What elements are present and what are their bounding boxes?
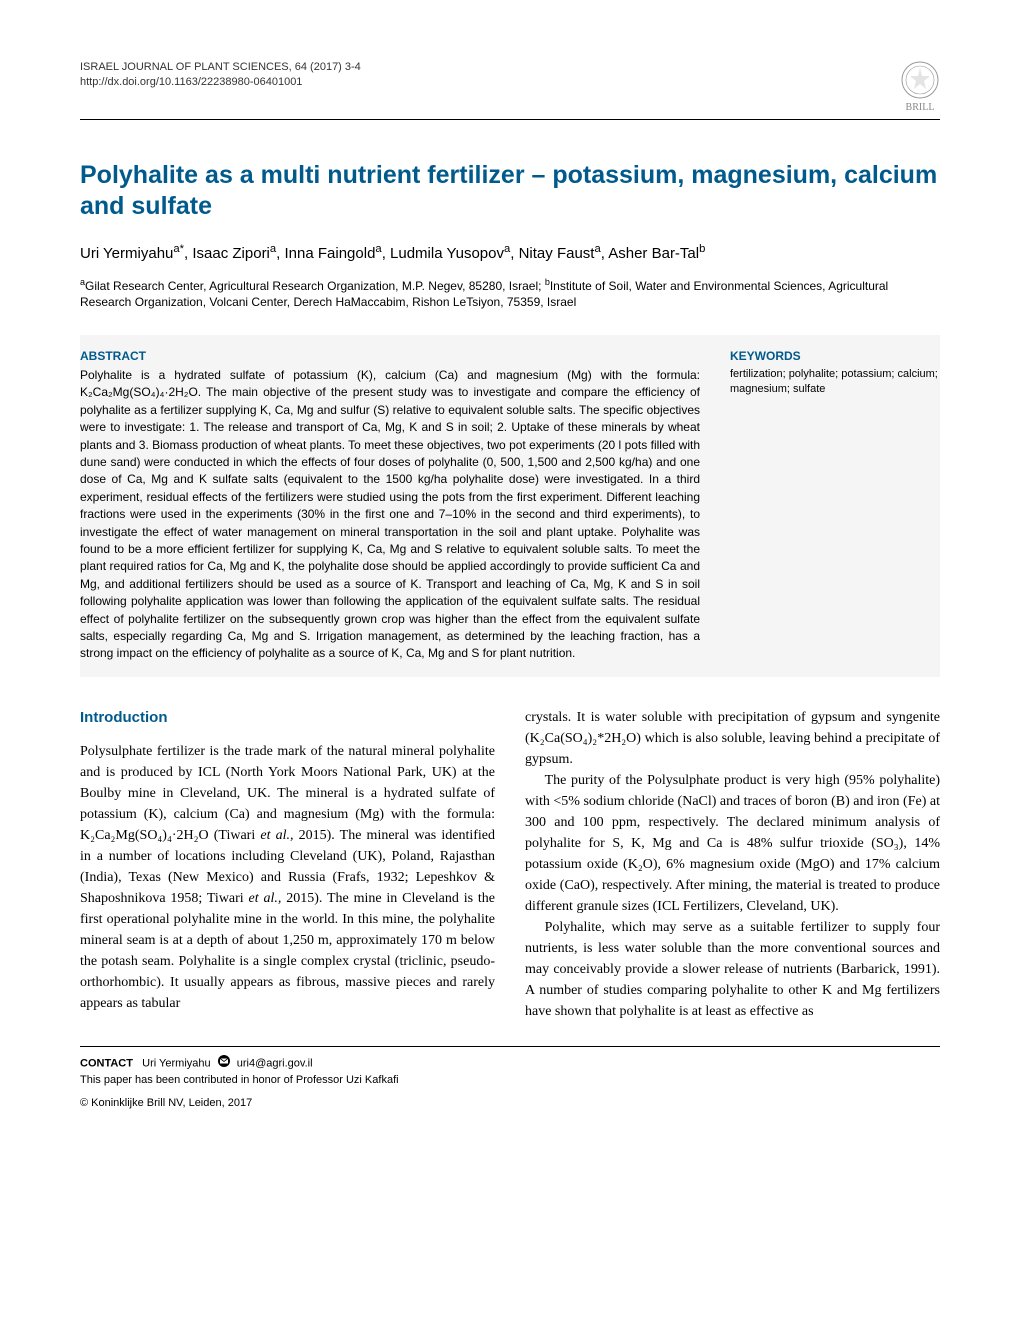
intro-para-2: crystals. It is water soluble with preci… xyxy=(525,707,940,770)
keywords-column: KEYWORDS fertilization; polyhalite; pota… xyxy=(730,349,940,663)
authors-line: Uri Yermiyahua*, Isaac Ziporia, Inna Fai… xyxy=(80,243,940,262)
intro-para-4: Polyhalite, which may serve as a suitabl… xyxy=(525,917,940,1022)
affiliations: aGilat Research Center, Agricultural Res… xyxy=(80,276,940,312)
honor-line: This paper has been contributed in honor… xyxy=(80,1072,940,1089)
keywords-heading: KEYWORDS xyxy=(730,349,940,363)
contact-label: CONTACT xyxy=(80,1057,133,1069)
article-title: Polyhalite as a multi nutrient fertilize… xyxy=(80,160,940,223)
brill-seal-icon xyxy=(900,60,940,100)
keywords-text: fertilization; polyhalite; potassium; ca… xyxy=(730,367,940,398)
mail-icon xyxy=(217,1055,231,1073)
header-rule xyxy=(80,119,940,120)
publisher-name: BRILL xyxy=(906,102,935,113)
contact-line: CONTACT Uri Yermiyahu uri4@agri.gov.il xyxy=(80,1055,940,1073)
journal-name: ISRAEL JOURNAL OF PLANT SCIENCES, 64 (20… xyxy=(80,60,361,75)
intro-para-3: The purity of the Polysulphate product i… xyxy=(525,770,940,917)
journal-doi: http://dx.doi.org/10.1163/22238980-06401… xyxy=(80,75,361,90)
abstract-keywords-block: ABSTRACT Polyhalite is a hydrated sulfat… xyxy=(80,335,940,677)
body-column-right: crystals. It is water soluble with preci… xyxy=(525,707,940,1022)
page-header: ISRAEL JOURNAL OF PLANT SCIENCES, 64 (20… xyxy=(80,60,940,113)
abstract-column: ABSTRACT Polyhalite is a hydrated sulfat… xyxy=(80,349,700,663)
journal-info: ISRAEL JOURNAL OF PLANT SCIENCES, 64 (20… xyxy=(80,60,361,91)
intro-heading: Introduction xyxy=(80,707,495,730)
abstract-heading: ABSTRACT xyxy=(80,349,700,363)
contact-block: CONTACT Uri Yermiyahu uri4@agri.gov.il T… xyxy=(80,1055,940,1112)
body-columns: Introduction Polysulphate fertilizer is … xyxy=(80,707,940,1022)
publisher-logo: BRILL xyxy=(900,60,940,113)
abstract-text: Polyhalite is a hydrated sulfate of pota… xyxy=(80,367,700,663)
body-column-left: Introduction Polysulphate fertilizer is … xyxy=(80,707,495,1022)
footer-rule xyxy=(80,1046,940,1047)
contact-name: Uri Yermiyahu xyxy=(142,1057,210,1069)
contact-email: uri4@agri.gov.il xyxy=(237,1057,313,1069)
intro-para-1: Polysulphate fertilizer is the trade mar… xyxy=(80,741,495,1014)
copyright-line: © Koninklijke Brill NV, Leiden, 2017 xyxy=(80,1095,940,1112)
